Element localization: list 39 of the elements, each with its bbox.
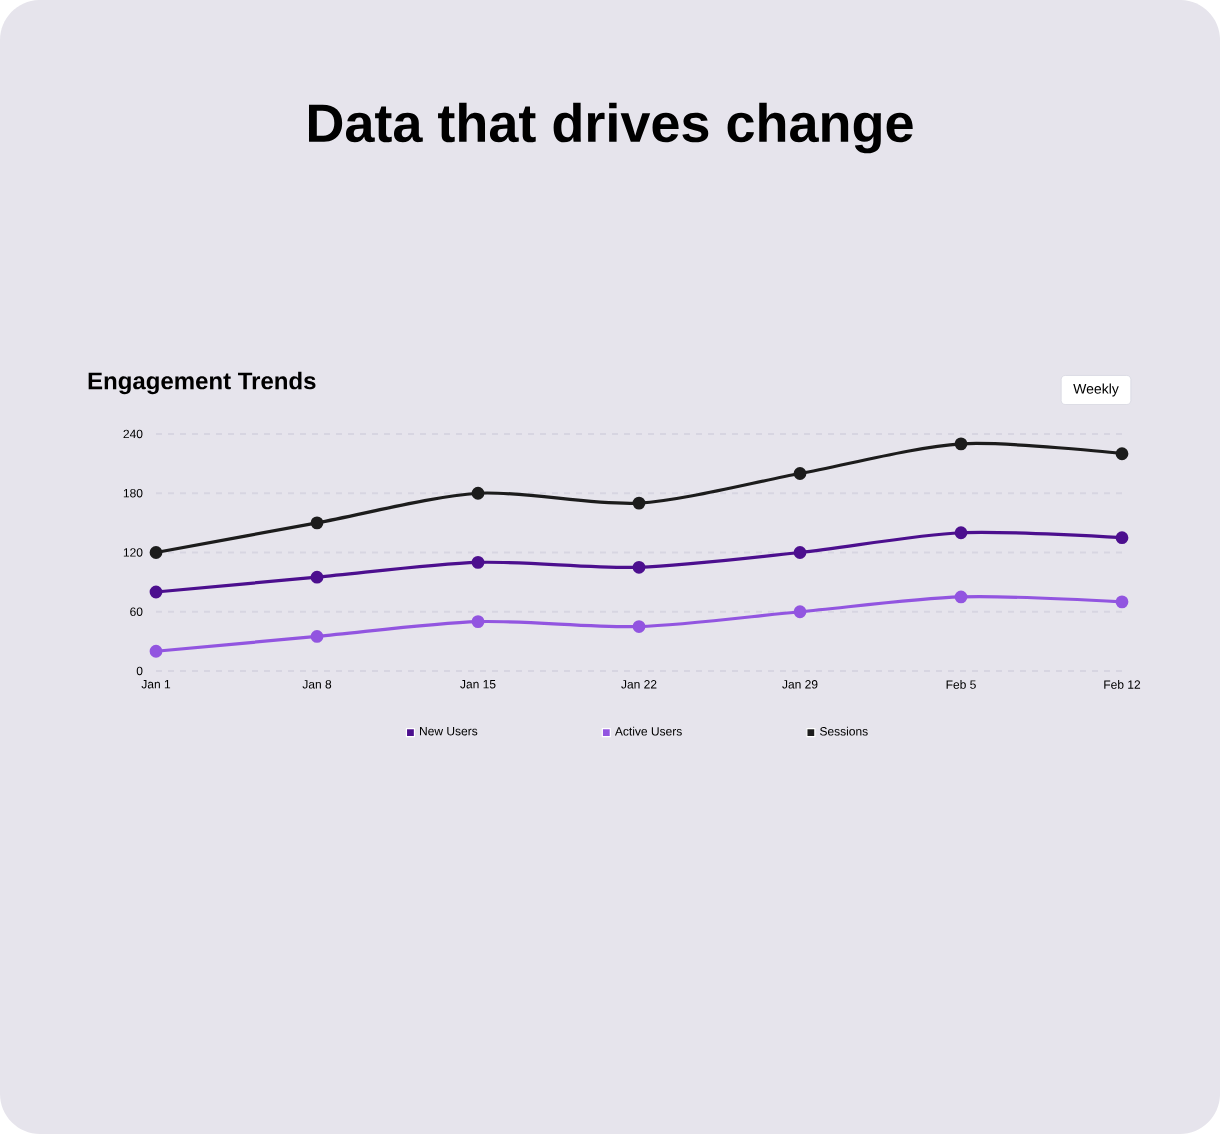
text: Weekly bbox=[1073, 383, 1119, 397]
x-tick-label: Jan 15 bbox=[460, 680, 496, 689]
x-tick-label: Jan 29 bbox=[782, 680, 818, 689]
chart-title: Data that drives change bbox=[309, 102, 913, 154]
y-tick-label: 120 bbox=[123, 548, 143, 557]
x-tick-label: Feb 12 bbox=[1104, 680, 1141, 689]
point bbox=[471, 555, 485, 569]
point bbox=[793, 546, 807, 559]
point bbox=[310, 630, 324, 643]
chart-subtitle: Engagement Trends bbox=[88, 371, 316, 395]
y-tick-label: 0 bbox=[136, 666, 143, 676]
point bbox=[1115, 447, 1129, 461]
point bbox=[954, 526, 968, 540]
point bbox=[149, 585, 163, 599]
legend-label: Sessions bbox=[820, 726, 868, 736]
y-tick-label: 180 bbox=[123, 488, 143, 498]
point bbox=[954, 437, 968, 451]
point bbox=[793, 467, 807, 480]
legend-label: Active Users bbox=[614, 726, 682, 736]
point bbox=[471, 486, 485, 500]
x-tick-label: Jan 1 bbox=[141, 680, 171, 689]
point bbox=[149, 546, 163, 559]
point bbox=[632, 560, 646, 574]
legend-label: New Users bbox=[420, 727, 478, 736]
point bbox=[954, 590, 968, 604]
x-tick-label: Jan 8 bbox=[302, 680, 332, 689]
point bbox=[310, 516, 324, 530]
point bbox=[310, 570, 324, 584]
point bbox=[1115, 595, 1129, 609]
point bbox=[632, 620, 646, 633]
y-tick-label: 60 bbox=[130, 607, 143, 616]
point bbox=[149, 644, 163, 658]
x-tick-label: Feb 5 bbox=[946, 680, 976, 689]
x-tick-label: Jan 22 bbox=[621, 680, 657, 689]
y-tick-label: 240 bbox=[123, 429, 143, 439]
point bbox=[632, 496, 646, 510]
point bbox=[793, 605, 807, 619]
point bbox=[1115, 531, 1129, 545]
point bbox=[471, 615, 485, 629]
